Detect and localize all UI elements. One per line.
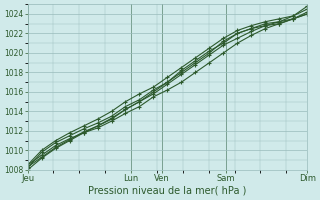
X-axis label: Pression niveau de la mer( hPa ): Pression niveau de la mer( hPa ) — [88, 186, 247, 196]
